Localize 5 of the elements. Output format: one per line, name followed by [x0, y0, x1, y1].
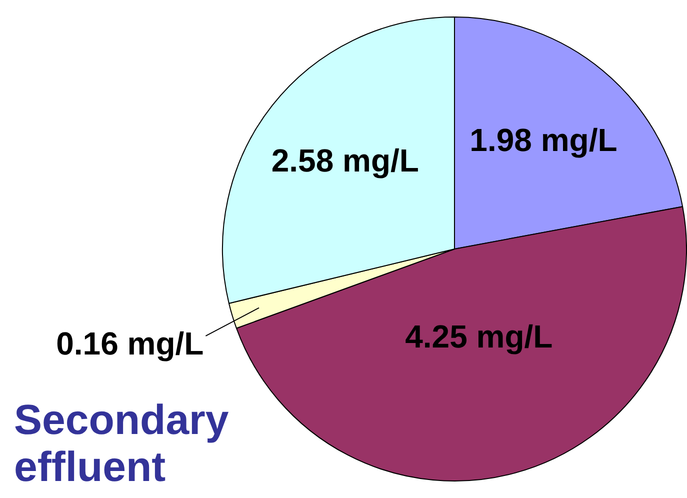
- data-label: 0.16 mg/L: [56, 326, 204, 362]
- data-label: 4.25 mg/L: [405, 318, 553, 354]
- data-label: 2.58 mg/L: [271, 142, 419, 179]
- data-label: 1.98 mg/L: [470, 122, 618, 158]
- text: Secondary effluent: [14, 396, 230, 490]
